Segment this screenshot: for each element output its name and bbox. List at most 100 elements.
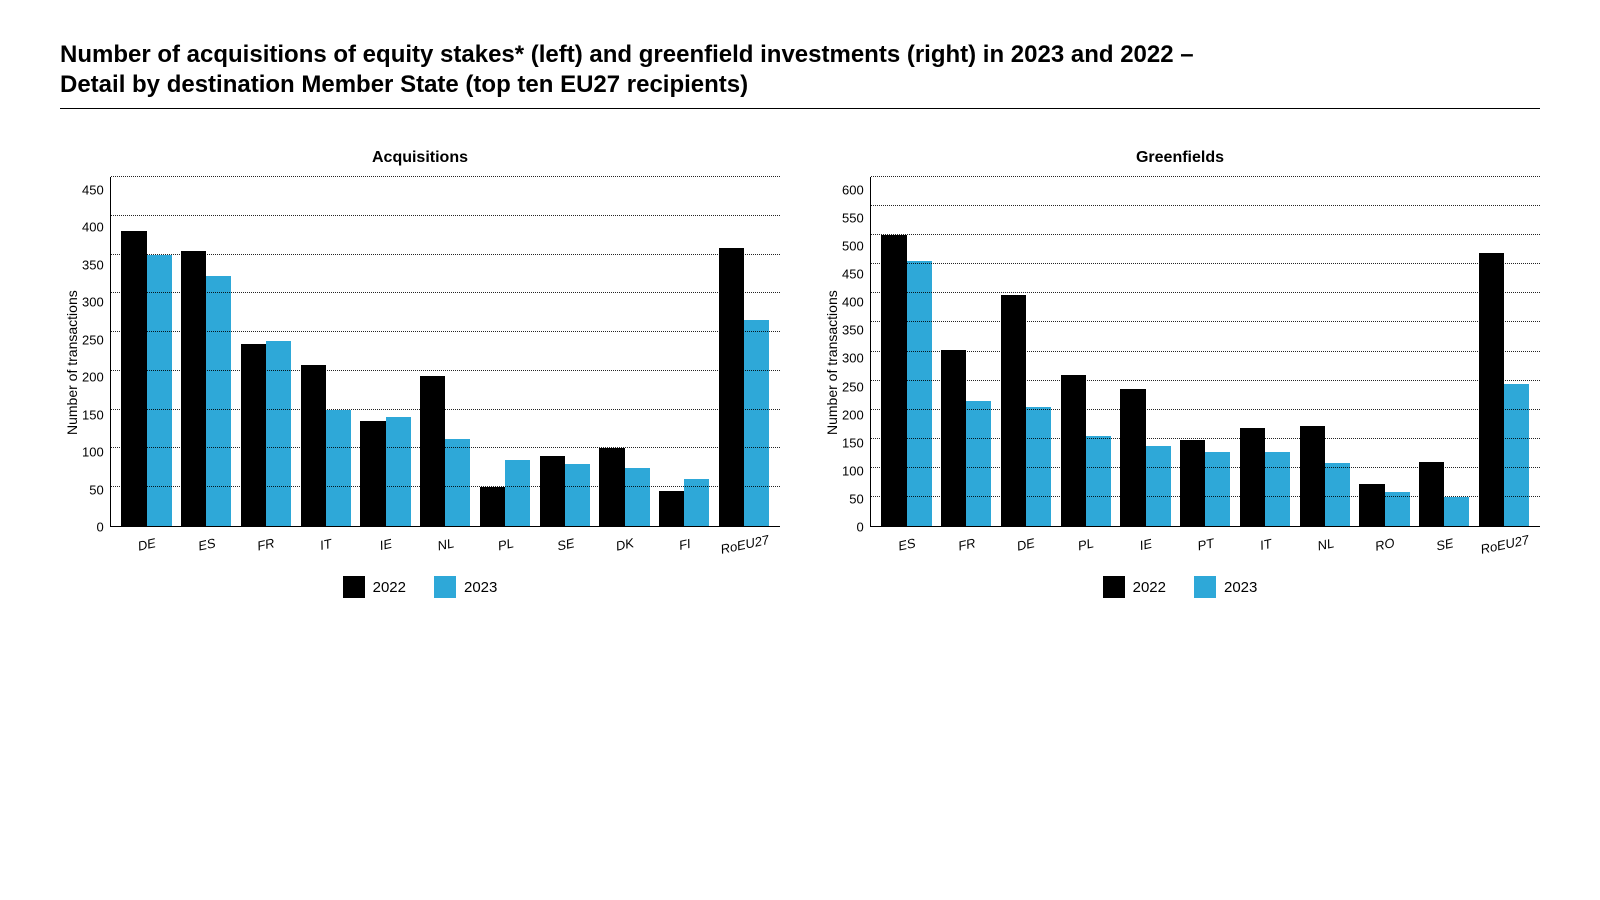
x-tick: FI: [654, 531, 716, 558]
legend-item-2023: 2023: [434, 576, 497, 598]
bar-2023: [445, 439, 470, 526]
y-tick: 500: [842, 240, 864, 253]
x-tick: PL: [475, 531, 537, 558]
gridline: [871, 496, 1540, 497]
bar-group: [1235, 177, 1295, 526]
x-tick: RO: [1354, 531, 1416, 558]
bar-2023: [1086, 436, 1111, 526]
bar-group: [117, 177, 177, 526]
plot-area-acq: [110, 177, 780, 527]
gridline: [871, 263, 1540, 264]
bar-group: [1116, 177, 1176, 526]
y-tick: 200: [842, 408, 864, 421]
gridline: [871, 351, 1540, 352]
y-tick: 150: [842, 436, 864, 449]
gridline: [871, 205, 1540, 206]
bar-group: [714, 177, 774, 526]
bar-group: [415, 177, 475, 526]
bar-2022: [1061, 375, 1086, 526]
legend-item-2023: 2023: [1194, 576, 1257, 598]
x-tick: RoEU27: [714, 531, 776, 558]
bar-group: [535, 177, 595, 526]
bar-group: [296, 177, 356, 526]
x-tick: FR: [935, 531, 997, 558]
title-line-2: Detail by destination Member State (top …: [60, 71, 748, 98]
x-tick: SE: [535, 531, 597, 558]
gridline: [871, 292, 1540, 293]
bar-2022: [360, 421, 385, 526]
bar-2022: [420, 376, 445, 526]
bar-2023: [565, 464, 590, 526]
bar-2023: [1385, 492, 1410, 526]
gridline: [871, 409, 1540, 410]
x-tick: IT: [295, 531, 357, 558]
charts-row: Acquisitions Number of transactions 450 4…: [60, 149, 1540, 598]
y-tick: 0: [856, 520, 863, 533]
legend-acq: 2022 2023: [60, 576, 780, 598]
x-tick: FR: [235, 531, 297, 558]
gridline: [871, 438, 1540, 439]
x-tick: PT: [1175, 531, 1237, 558]
y-tick: 100: [82, 446, 104, 459]
y-tick: 100: [842, 464, 864, 477]
gridline: [111, 176, 780, 177]
bar-2022: [241, 344, 266, 526]
bar-group: [1355, 177, 1415, 526]
y-tick: 200: [82, 371, 104, 384]
y-tick: 300: [842, 352, 864, 365]
gridline: [111, 254, 780, 255]
bar-2022: [1120, 389, 1145, 526]
gridline: [111, 447, 780, 448]
y-tick: 350: [82, 258, 104, 271]
x-tick: NL: [1295, 531, 1357, 558]
gridline: [871, 467, 1540, 468]
bar-group: [1295, 177, 1355, 526]
chart-title-acquisitions: Acquisitions: [60, 149, 780, 167]
y-tick: 600: [842, 184, 864, 197]
bar-2022: [659, 491, 684, 526]
legend-item-2022: 2022: [343, 576, 406, 598]
x-axis-acq: DEESFRITIENLPLSEDKFIRoEU27: [110, 527, 780, 548]
bar-2022: [1479, 253, 1504, 526]
bar-2022: [121, 231, 146, 526]
bar-2023: [1265, 452, 1290, 526]
x-tick: DE: [995, 531, 1057, 558]
y-tick: 450: [82, 184, 104, 197]
swatch-2022: [343, 576, 365, 598]
bar-group: [356, 177, 416, 526]
y-tick: 300: [82, 296, 104, 309]
bar-2023: [907, 261, 932, 526]
legend-label-2022: 2022: [1133, 579, 1166, 596]
x-tick: NL: [415, 531, 477, 558]
bar-group: [1056, 177, 1116, 526]
bar-2023: [326, 410, 351, 526]
bar-2022: [1359, 484, 1384, 526]
bar-2022: [1419, 462, 1444, 526]
bar-2023: [966, 401, 991, 526]
y-axis-ticks-green: 600550500450400350300250200150100500: [842, 177, 870, 527]
y-tick: 50: [849, 492, 863, 505]
bar-group: [1474, 177, 1534, 526]
y-axis-label: Number of transactions: [820, 177, 842, 548]
bar-group: [1414, 177, 1474, 526]
bar-group: [996, 177, 1056, 526]
bar-group: [595, 177, 655, 526]
y-tick: 0: [96, 520, 103, 533]
x-tick: RoEU27: [1474, 531, 1536, 558]
swatch-2023: [1194, 576, 1216, 598]
bar-2022: [1180, 440, 1205, 526]
plot-area-green: [870, 177, 1540, 527]
bar-group: [877, 177, 937, 526]
bar-2023: [1205, 452, 1230, 526]
y-tick: 450: [842, 268, 864, 281]
bar-group: [654, 177, 714, 526]
y-tick: 400: [82, 221, 104, 234]
x-tick: ES: [876, 531, 938, 558]
bar-2023: [1325, 463, 1350, 526]
bars-green: [871, 177, 1540, 526]
bar-2022: [480, 487, 505, 526]
bar-2023: [1146, 446, 1171, 526]
y-axis-ticks-acq: 450400350300250200150100500: [82, 177, 110, 527]
gridline: [871, 176, 1540, 177]
bar-2022: [1300, 426, 1325, 526]
